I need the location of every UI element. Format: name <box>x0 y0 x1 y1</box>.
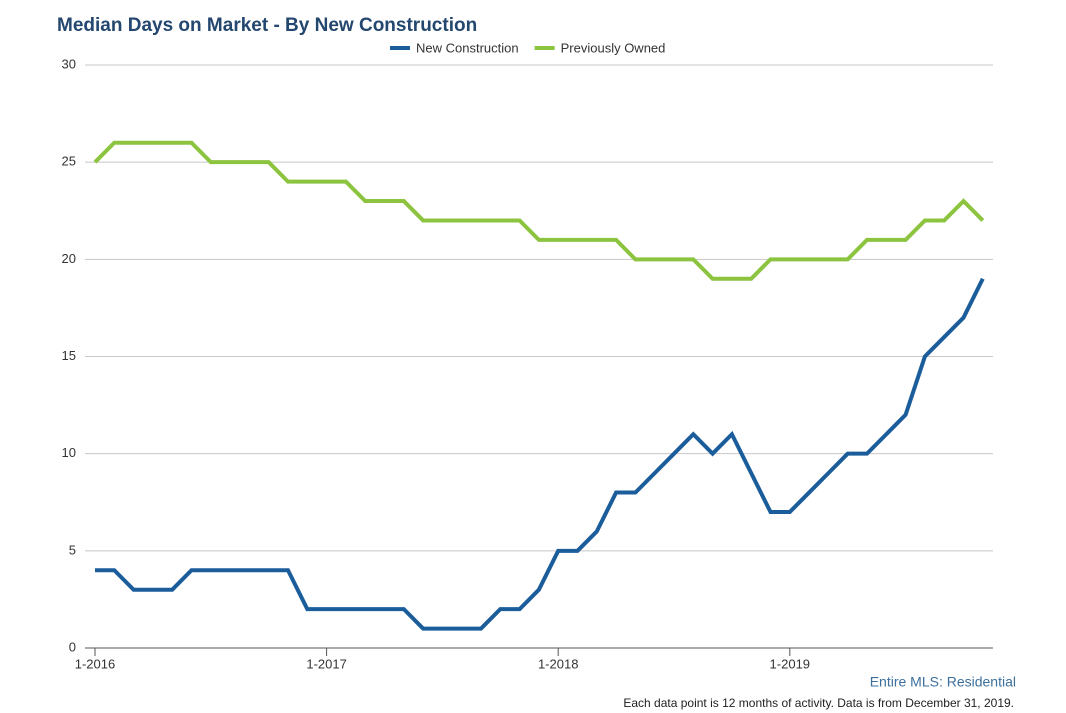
y-tick-label: 15 <box>62 348 76 363</box>
x-tick-label: 1-2018 <box>538 656 578 671</box>
y-tick-label: 5 <box>69 542 76 557</box>
line <box>95 277 985 631</box>
line <box>93 140 985 281</box>
legend-label: New Construction <box>416 40 519 55</box>
legend-label: Previously Owned <box>561 40 666 55</box>
x-tick-label: 1-2019 <box>770 656 810 671</box>
y-tick-label: 20 <box>62 251 76 266</box>
y-tick-label: 25 <box>62 154 76 169</box>
chart-title: Median Days on Market - By New Construct… <box>57 15 477 36</box>
source: Entire MLS: Residential <box>870 674 1016 690</box>
y-tick-label: 10 <box>62 445 76 460</box>
note: Each data point is 12 months of activity… <box>623 696 1014 710</box>
x-tick-label: 1-2017 <box>306 656 346 671</box>
x-tick-label: 1-2016 <box>75 656 115 671</box>
y-tick-label: 30 <box>62 56 76 71</box>
y-tick-label: 0 <box>69 639 76 654</box>
